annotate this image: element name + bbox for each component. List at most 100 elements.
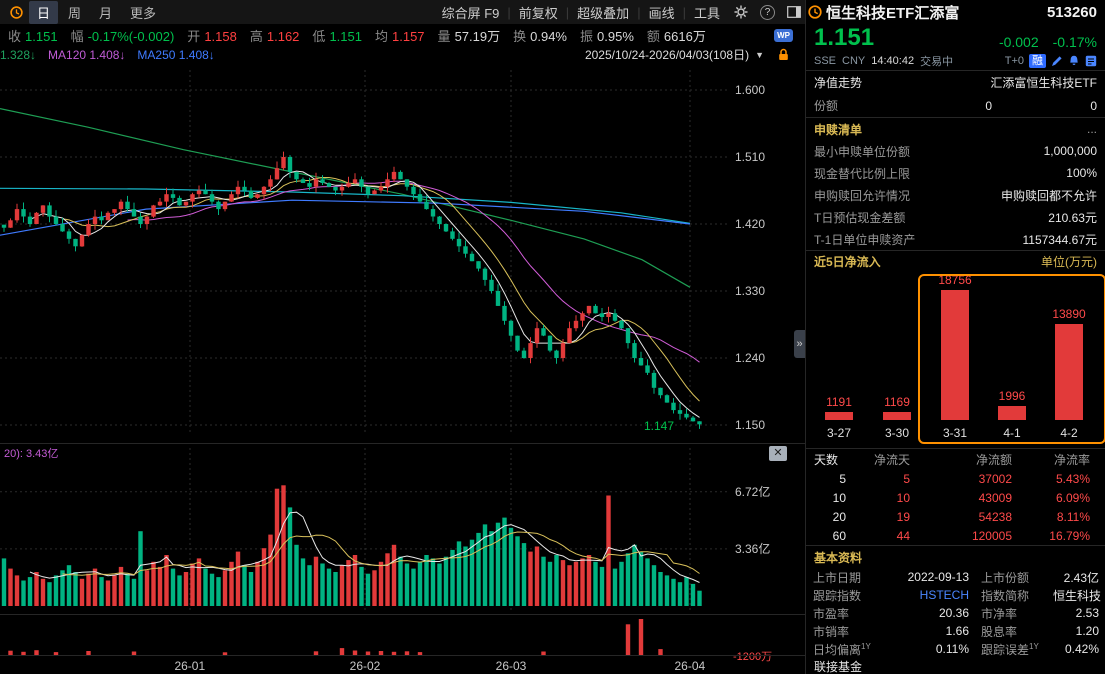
basic-info-row: 日均偏离1Y 0.11% 跟踪误差1Y 0.42% bbox=[813, 641, 1099, 657]
separator: | bbox=[682, 4, 686, 20]
table-row: 10 10 43009 6.09% bbox=[832, 490, 1090, 505]
ma-legend-item: MA120 1.408↓ bbox=[48, 47, 126, 62]
svg-text:1.330: 1.330 bbox=[735, 284, 765, 298]
stat-开: 开 1.158 bbox=[187, 29, 237, 44]
board-icon[interactable] bbox=[1085, 55, 1097, 67]
x-axis-label: 26-04 bbox=[674, 659, 706, 673]
panel-layout-icon[interactable] bbox=[787, 6, 801, 18]
stat-高: 高 1.162 bbox=[249, 29, 300, 44]
price-change: -0.002 bbox=[998, 34, 1039, 50]
wp-badge[interactable]: WP bbox=[774, 29, 793, 42]
basic-info-grid: 上市日期 2022-09-13 上市份额 2.43亿 跟踪指数 HSTECH 指数简称 恒生科… bbox=[806, 568, 1105, 658]
quote-time: 14:40:42 bbox=[871, 55, 915, 67]
svg-text:3.36亿: 3.36亿 bbox=[735, 541, 770, 556]
help-icon[interactable]: ? bbox=[760, 4, 775, 20]
detail-row: 现金替代比例上限 100% bbox=[814, 166, 1097, 181]
chart-header-row: 1.328↓ MA120 1.408↓ MA250 1.408↓ 2025/10/2… bbox=[0, 47, 805, 62]
net-inflow-table: 天数 净流天 净流额 净流率 5 5 37002 5.43% 10 10 43009 6.09% 20 1… bbox=[806, 448, 1105, 545]
inflow-date: 3-27 bbox=[826, 426, 852, 440]
separator: | bbox=[507, 4, 511, 20]
more-icon: ... bbox=[1086, 122, 1097, 136]
quote-panel: 恒生科技ETF汇添富 513260 1.151 -0.002 -0.17% SS… bbox=[805, 0, 1105, 674]
period-tab-月[interactable]: 月 bbox=[99, 5, 113, 21]
stat-低: 低 1.151 bbox=[312, 29, 362, 44]
inflow-bar bbox=[825, 412, 853, 420]
toolbar-item[interactable]: 综合屏 F9 bbox=[441, 5, 500, 21]
clock-icon bbox=[10, 5, 23, 19]
candlestick-chart[interactable]: 1.600 1.510 1.420 1.330 1.240 1.150 1.147 bbox=[0, 62, 805, 443]
stat-均: 均 1.157 bbox=[374, 29, 425, 44]
lock-icon[interactable] bbox=[778, 48, 789, 61]
volume-indicator-label: 20): 3.43亿 bbox=[4, 448, 59, 460]
inflow-date: 3-31 bbox=[942, 426, 968, 440]
svg-text:1.150: 1.150 bbox=[735, 418, 765, 432]
basic-info-row: 上市日期 2022-09-13 上市份额 2.43亿 bbox=[813, 570, 1099, 585]
margin-badge: 融 bbox=[1029, 54, 1046, 68]
toolbar-item[interactable]: 前复权 bbox=[518, 5, 558, 21]
panel-expand-handle[interactable]: » bbox=[794, 330, 805, 358]
volume-pane[interactable]: 6.72亿 3.36亿 20): 3.43亿 ✕ bbox=[0, 443, 805, 614]
stat-量: 量 57.19万 bbox=[437, 29, 501, 44]
trading-status: 交易中 bbox=[920, 56, 954, 68]
inflow-value: 1996 bbox=[998, 389, 1026, 403]
security-code: 513260 bbox=[1046, 3, 1097, 21]
ma-legend: 1.328↓ MA120 1.408↓ MA250 1.408↓ bbox=[0, 48, 215, 62]
clock-icon bbox=[808, 5, 822, 19]
period-tabs: 日周 月 更多 bbox=[29, 0, 166, 24]
last-price: 1.151 bbox=[814, 24, 875, 51]
detail-row: 最小申赎单位份额 1,000,000 bbox=[814, 144, 1097, 159]
date-range[interactable]: 2025/10/24-2026/04/03(108日) bbox=[584, 48, 750, 62]
period-tab-更多[interactable]: 更多 bbox=[130, 5, 157, 21]
redeem-list-header[interactable]: 申赎清单 ... bbox=[806, 117, 1105, 140]
fund-flow-axis-label: -1200万 bbox=[733, 651, 773, 663]
price-row: 1.151 -0.002 -0.17% bbox=[806, 24, 1105, 52]
inflow-date: 4-2 bbox=[1060, 426, 1078, 440]
shares-row: 份额 0 0 bbox=[814, 98, 1097, 114]
inflow-header: 近5日净流入 单位(万元) bbox=[806, 250, 1105, 272]
table-row: 60 44 120005 16.79% bbox=[832, 528, 1090, 543]
net-inflow-chart: 1191 3-27 1169 3-30 18756 3-31 1996 4-1 13890 4-2 bbox=[806, 272, 1105, 448]
inflow-value: 18756 bbox=[938, 273, 972, 287]
nav-trend-row[interactable]: 净值走势 汇添富恒生科技ETF bbox=[806, 70, 1105, 94]
inflow-bar bbox=[998, 406, 1026, 420]
ma-legend-item: 1.328↓ bbox=[0, 47, 37, 62]
inflow-value: 1169 bbox=[884, 395, 910, 409]
ma-legend-item: MA250 1.408↓ bbox=[137, 47, 215, 62]
toolbar-item[interactable]: 工具 bbox=[693, 5, 720, 21]
stat-幅: 幅 -0.17%(-0.002) bbox=[70, 29, 175, 44]
svg-text:6.72亿: 6.72亿 bbox=[735, 484, 770, 499]
toolbar-item[interactable]: 超级叠加 bbox=[577, 5, 630, 21]
period-tab-日[interactable]: 日 bbox=[29, 0, 59, 24]
svg-text:1.420: 1.420 bbox=[735, 217, 765, 231]
quote-header: 恒生科技ETF汇添富 513260 bbox=[806, 0, 1105, 24]
x-axis-label: 26-01 bbox=[174, 659, 206, 673]
table-row: 20 19 54238 8.11% bbox=[832, 509, 1090, 524]
chevron-down-icon[interactable]: ▼ bbox=[755, 49, 764, 60]
svg-text:1.600: 1.600 bbox=[735, 83, 765, 97]
t0-label: T+0 bbox=[1004, 55, 1024, 67]
inflow-bar bbox=[941, 290, 969, 420]
quote-info-row: SSE CNY 14:40:42 交易中 T+0 融 bbox=[806, 52, 1105, 70]
gear-icon[interactable] bbox=[734, 5, 748, 19]
fund-flow-pane[interactable] bbox=[0, 614, 805, 655]
period-tab-周[interactable]: 周 bbox=[68, 5, 82, 21]
bell-icon[interactable] bbox=[1068, 55, 1080, 67]
stat-换: 换 0.94% bbox=[513, 29, 567, 44]
detail-row: 申购赎回允许情况 申购赎回都不允许 bbox=[814, 188, 1097, 203]
basic-info-row: 跟踪指数 HSTECH 指数简称 恒生科技 bbox=[813, 588, 1102, 603]
quote-stats-row: 收 1.151 幅 -0.17%(-0.002) 开 1.158 高 1.162 低 1.151 均… bbox=[0, 24, 805, 47]
svg-text:1.147: 1.147 bbox=[644, 419, 674, 433]
tab-linked-funds[interactable]: 联接基金 bbox=[806, 658, 1105, 674]
basic-info-row: 市销率 1.66 股息率 1.20 bbox=[813, 624, 1099, 639]
edit-icon[interactable] bbox=[1051, 55, 1063, 67]
inflow-bar bbox=[1055, 324, 1083, 420]
table-row: 5 5 37002 5.43% bbox=[839, 471, 1090, 486]
stat-振: 振 0.95% bbox=[580, 29, 634, 44]
separator: | bbox=[637, 4, 641, 20]
close-icon[interactable]: ✕ bbox=[769, 446, 787, 461]
x-axis-label: 26-02 bbox=[349, 659, 381, 673]
top-toolbar: 日周 月 更多 综合屏 F9 | 前复权 | 超级叠加 | 画线 | 工具 ? bbox=[0, 0, 805, 24]
toolbar-item[interactable]: 画线 bbox=[648, 5, 675, 21]
security-name: 恒生科技ETF汇添富 bbox=[826, 4, 960, 22]
